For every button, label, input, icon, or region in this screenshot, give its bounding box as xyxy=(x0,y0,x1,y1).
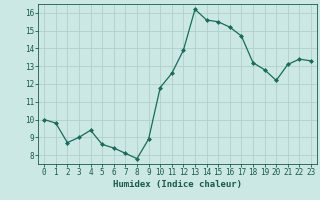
X-axis label: Humidex (Indice chaleur): Humidex (Indice chaleur) xyxy=(113,180,242,189)
